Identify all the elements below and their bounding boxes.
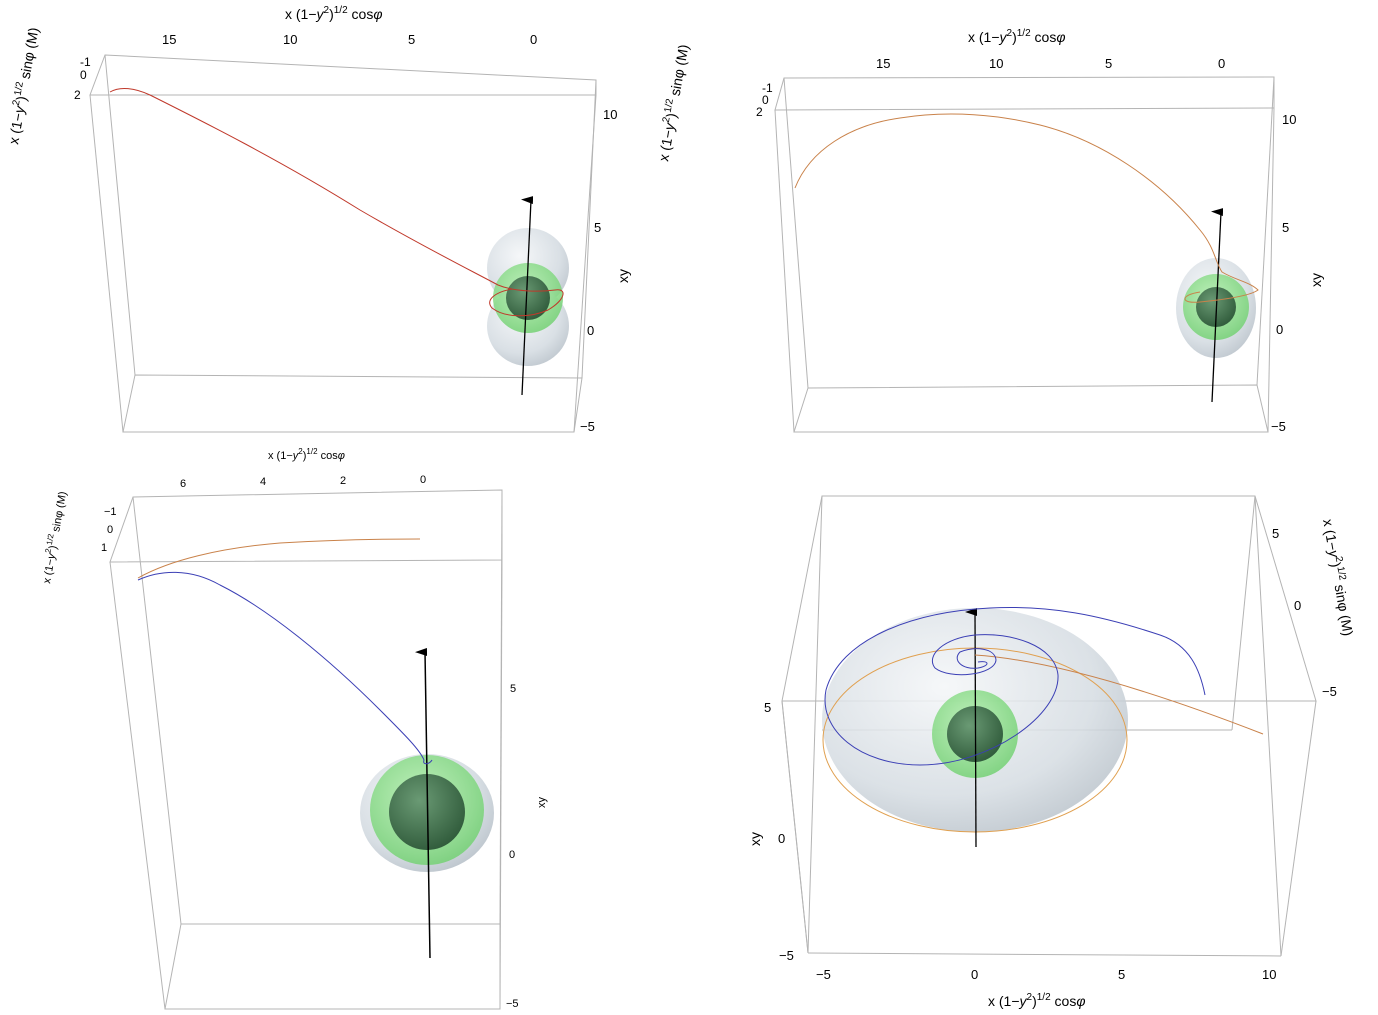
panel-bottom-left: x (1−y2)1/2 cosφ 6 4 2 0 x (1−y2)1/2 sin… <box>38 447 548 1010</box>
z-axis-label: xy <box>615 269 631 283</box>
z-tick: −5 <box>1271 419 1286 434</box>
x-tick: 5 <box>1118 967 1125 982</box>
z-tick: −5 <box>506 998 519 1010</box>
z-tick: −5 <box>779 948 794 963</box>
z-tick: 5 <box>510 683 516 695</box>
x-tick: 0 <box>1218 56 1225 71</box>
spin-axis-arrow <box>415 647 431 959</box>
x-axis-label: x (1−y2)1/2 cosφ <box>988 992 1085 1009</box>
z-axis-label: xy <box>1308 273 1324 287</box>
z-tick: 0 <box>1276 322 1283 337</box>
x-axis-label: x (1−y2)1/2 cosφ <box>268 447 345 462</box>
x-tick: 0 <box>971 967 978 982</box>
spin-axis-arrow <box>521 196 534 396</box>
orbit-trajectory <box>109 87 564 317</box>
x-tick: 5 <box>1105 56 1112 71</box>
x-tick: 0 <box>420 474 426 486</box>
x-tick: 10 <box>283 32 297 47</box>
panel-top-left: x (1−y2)1/2 cosφ 15 10 5 0 x (1−y2)1/2 s… <box>4 5 631 434</box>
black-hole <box>487 228 569 366</box>
bounding-box <box>109 489 503 1010</box>
z-axis-label: xy <box>747 832 763 846</box>
x-tick: −5 <box>816 967 831 982</box>
y-axis-label: x (1−y2)1/2 sinφ (M) <box>654 43 691 163</box>
inner-horizon <box>506 276 550 320</box>
x-tick: 15 <box>162 32 176 47</box>
x-axis-label: x (1−y2)1/2 cosφ <box>285 5 382 22</box>
y-axis-label: x (1−y2)1/2 sinφ (M) <box>38 490 69 584</box>
spin-axis-arrow <box>965 607 978 848</box>
z-tick: 5 <box>594 220 601 235</box>
z-tick: 0 <box>587 323 594 338</box>
x-tick: 0 <box>530 32 537 47</box>
y-tick: 2 <box>74 88 81 102</box>
z-tick: 10 <box>1282 112 1296 127</box>
x-tick: 10 <box>989 56 1003 71</box>
z-tick: 5 <box>1282 220 1289 235</box>
panel-bottom-right: x (1−y2)1/2 cosφ −5 0 5 10 x (1−y2)1/2 s… <box>747 495 1357 1009</box>
orbit-trajectory-orange <box>974 654 1264 735</box>
y-axis-label: x (1−y2)1/2 sinφ (M) <box>1320 518 1357 638</box>
y-tick: 0 <box>107 524 113 536</box>
y-axis-label: x (1−y2)1/2 sinφ (M) <box>4 26 41 146</box>
x-tick: 6 <box>180 478 186 490</box>
y-tick: 2 <box>756 105 763 119</box>
z-tick: 0 <box>778 831 785 846</box>
bounding-box <box>89 54 597 433</box>
x-tick: 4 <box>260 476 266 488</box>
spin-axis-arrow <box>1211 208 1224 403</box>
y-tick: 0 <box>80 68 87 82</box>
z-tick: 10 <box>603 107 617 122</box>
z-tick: −5 <box>580 419 595 434</box>
y-tick: 0 <box>1294 598 1301 613</box>
panel-top-right: x (1−y2)1/2 cosφ 15 10 5 0 x (1−y2)1/2 s… <box>654 28 1324 434</box>
y-tick: −5 <box>1322 684 1337 699</box>
z-tick: 5 <box>764 700 771 715</box>
x-tick: 2 <box>340 475 346 487</box>
y-tick: 5 <box>1272 526 1279 541</box>
y-tick: −1 <box>104 506 117 518</box>
orbit-trajectory-blue <box>137 571 433 765</box>
z-tick: 0 <box>509 849 515 861</box>
orbit-trajectory-orange <box>137 538 421 579</box>
x-tick: 5 <box>408 32 415 47</box>
y-tick: -1 <box>762 81 773 95</box>
y-tick: -1 <box>80 55 91 69</box>
y-tick: 1 <box>101 542 107 554</box>
y-tick: 0 <box>762 93 769 107</box>
x-tick: 10 <box>1262 967 1276 982</box>
x-tick: 15 <box>876 56 890 71</box>
x-axis-label: x (1−y2)1/2 cosφ <box>968 28 1065 45</box>
z-axis-label: xy <box>536 797 548 809</box>
bounding-box <box>774 76 1275 433</box>
orbit-trajectory <box>794 113 1259 303</box>
orbit-trajectory-blue <box>824 607 1206 766</box>
